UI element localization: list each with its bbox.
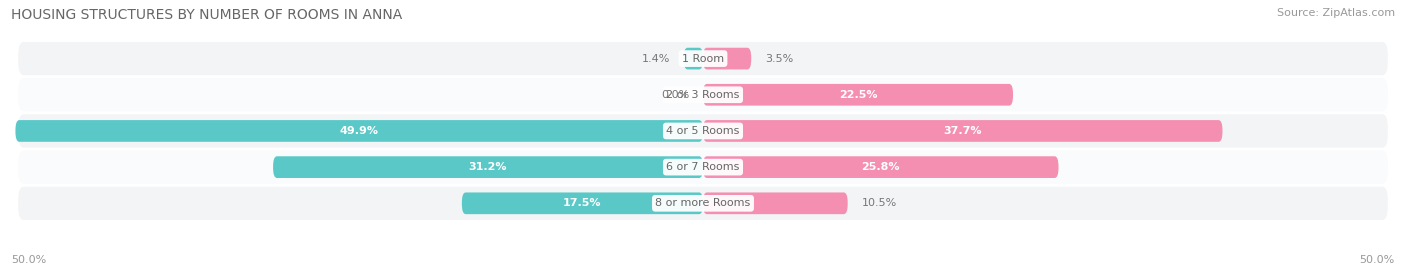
FancyBboxPatch shape xyxy=(18,42,1388,75)
Text: 1.4%: 1.4% xyxy=(641,53,669,64)
FancyBboxPatch shape xyxy=(703,156,1059,178)
FancyBboxPatch shape xyxy=(683,48,703,69)
Text: 10.5%: 10.5% xyxy=(862,198,897,208)
Text: 37.7%: 37.7% xyxy=(943,126,981,136)
FancyBboxPatch shape xyxy=(18,114,1388,148)
FancyBboxPatch shape xyxy=(18,78,1388,112)
Text: 17.5%: 17.5% xyxy=(564,198,602,208)
Text: 8 or more Rooms: 8 or more Rooms xyxy=(655,198,751,208)
FancyBboxPatch shape xyxy=(18,187,1388,220)
FancyBboxPatch shape xyxy=(703,193,848,214)
Text: 50.0%: 50.0% xyxy=(11,255,46,265)
Text: 50.0%: 50.0% xyxy=(1360,255,1395,265)
Text: 2 or 3 Rooms: 2 or 3 Rooms xyxy=(666,90,740,100)
Text: 31.2%: 31.2% xyxy=(468,162,508,172)
FancyBboxPatch shape xyxy=(703,84,1012,106)
Text: 49.9%: 49.9% xyxy=(340,126,378,136)
Text: 25.8%: 25.8% xyxy=(862,162,900,172)
Text: HOUSING STRUCTURES BY NUMBER OF ROOMS IN ANNA: HOUSING STRUCTURES BY NUMBER OF ROOMS IN… xyxy=(11,8,402,22)
FancyBboxPatch shape xyxy=(703,120,1222,142)
Text: 22.5%: 22.5% xyxy=(839,90,877,100)
Text: 3.5%: 3.5% xyxy=(765,53,793,64)
FancyBboxPatch shape xyxy=(703,48,751,69)
Text: 0.0%: 0.0% xyxy=(661,90,689,100)
FancyBboxPatch shape xyxy=(461,193,703,214)
Text: 1 Room: 1 Room xyxy=(682,53,724,64)
Text: Source: ZipAtlas.com: Source: ZipAtlas.com xyxy=(1277,8,1395,18)
Text: 4 or 5 Rooms: 4 or 5 Rooms xyxy=(666,126,740,136)
FancyBboxPatch shape xyxy=(15,120,703,142)
Text: 6 or 7 Rooms: 6 or 7 Rooms xyxy=(666,162,740,172)
FancyBboxPatch shape xyxy=(273,156,703,178)
FancyBboxPatch shape xyxy=(18,150,1388,184)
